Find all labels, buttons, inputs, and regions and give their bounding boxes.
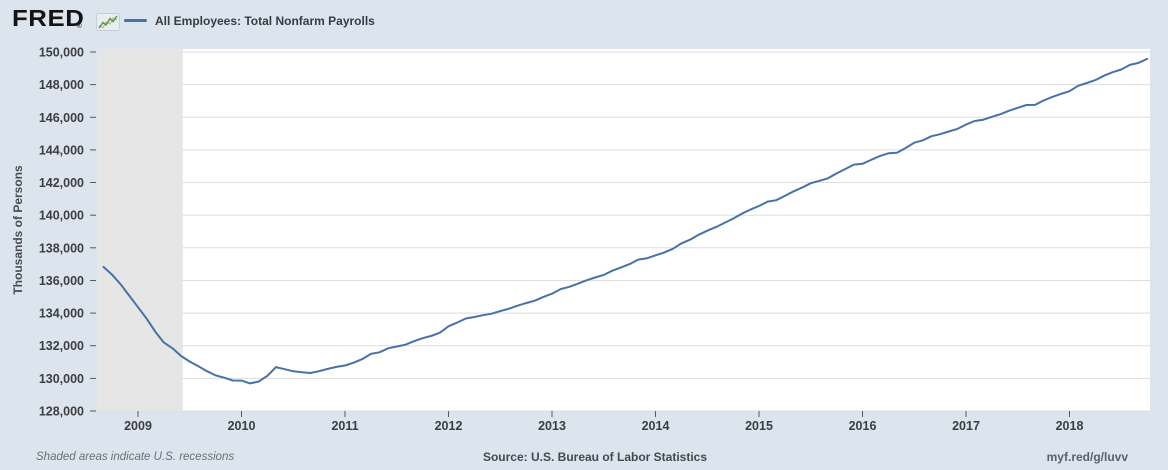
x-tick-label: 2018 — [1056, 419, 1084, 433]
plot-area — [97, 49, 1150, 411]
recession-shading-band — [97, 49, 183, 411]
short-url-link[interactable]: myf.red/g/luvv — [1046, 450, 1128, 464]
y-tick-label: 136,000 — [39, 274, 84, 288]
x-tick-label: 2014 — [642, 419, 670, 433]
chart-header: FRED® All Employees: Total Nonfarm Payro… — [0, 0, 1168, 42]
x-tick-label: 2015 — [745, 419, 773, 433]
x-tick-label: 2011 — [331, 419, 358, 433]
x-tick-label: 2017 — [952, 419, 980, 433]
fred-logo[interactable]: FRED® — [12, 5, 85, 31]
y-tick-label: 148,000 — [39, 78, 84, 92]
y-tick-label: 134,000 — [39, 307, 84, 321]
recession-note: Shaded areas indicate U.S. recessions — [36, 451, 235, 463]
series-title: All Employees: Total Nonfarm Payrolls — [155, 14, 375, 28]
x-tick-label: 2013 — [538, 419, 566, 433]
source-label: Source: U.S. Bureau of Labor Statistics — [482, 450, 708, 464]
y-tick-label: 132,000 — [39, 339, 84, 353]
y-tick-label: 138,000 — [39, 241, 84, 255]
y-tick-label: 150,000 — [39, 46, 84, 60]
registered-trademark: ® — [76, 23, 82, 30]
y-tick-label: 144,000 — [39, 143, 84, 157]
y-axis-title: Thousands of Persons — [11, 165, 25, 295]
y-tick-label: 142,000 — [39, 176, 84, 190]
x-tick-label: 2012 — [435, 419, 463, 433]
y-tick-label: 140,000 — [39, 209, 84, 223]
series-legend-line-icon — [124, 19, 147, 22]
x-tick-label: 2009 — [124, 419, 152, 433]
y-tick-label: 146,000 — [39, 111, 84, 125]
y-tick-label: 130,000 — [39, 372, 84, 386]
y-tick-label: 128,000 — [39, 405, 84, 419]
chart-footer: Shaded areas indicate U.S. recessions So… — [0, 448, 1168, 468]
x-tick-label: 2010 — [228, 419, 256, 433]
payrolls-series-line — [102, 57, 1149, 385]
x-tick-label: 2016 — [849, 419, 877, 433]
fred-sparkline-icon — [96, 13, 120, 31]
fred-logo-text: FRED — [12, 5, 85, 31]
